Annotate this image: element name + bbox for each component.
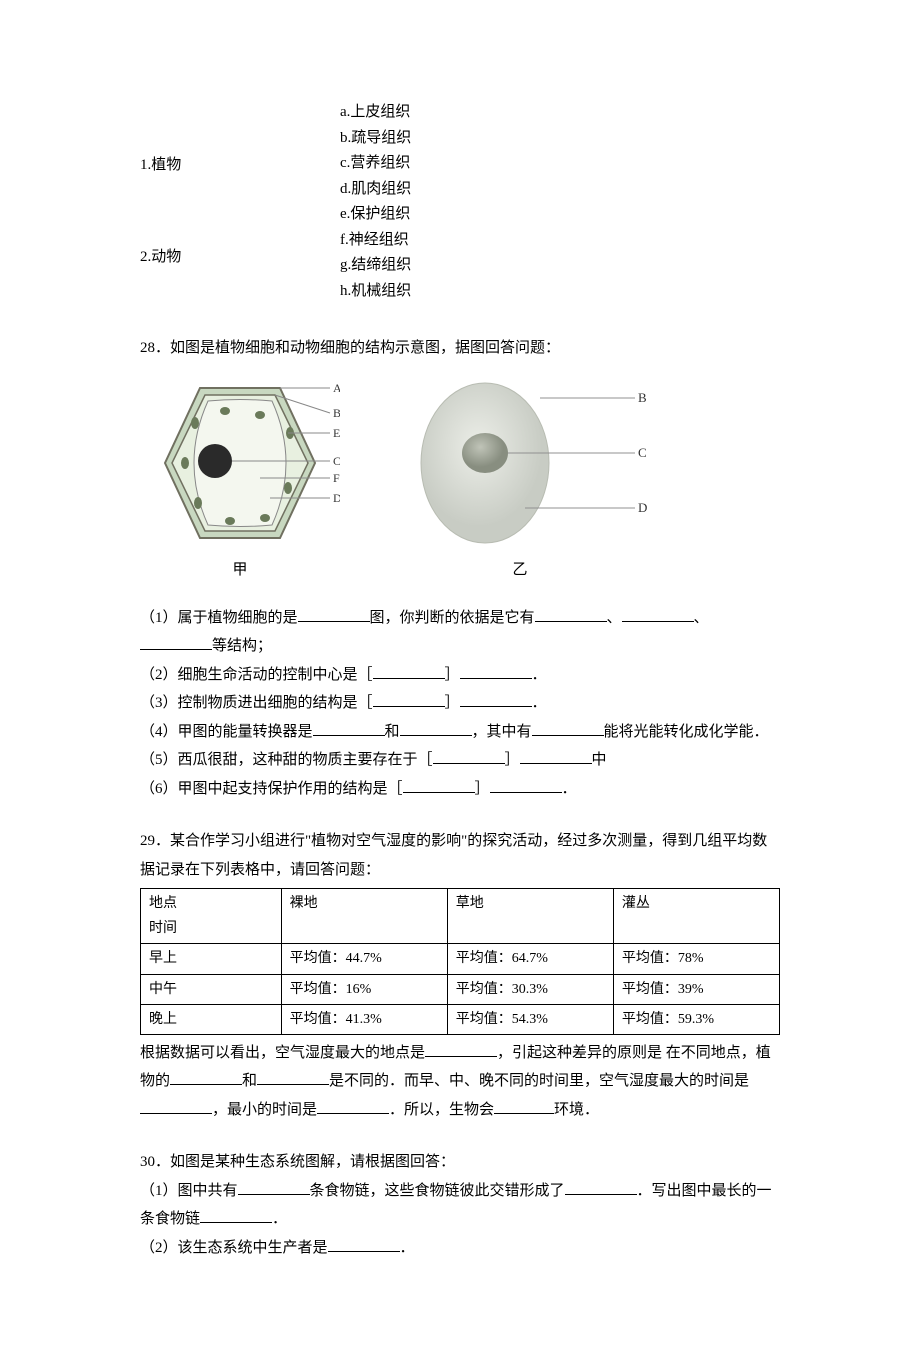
q30-sub1: （1）图中共有条食物链，这些食物链彼此交错形成了．写出图中最长的一条食物链． xyxy=(140,1177,780,1234)
question-28: 28．如图是植物细胞和动物细胞的结构示意图，据图回答问题： A xyxy=(140,334,780,803)
matching-right-item: a.上皮组织 xyxy=(340,100,411,126)
plant-cell-svg: A B E C F D xyxy=(140,373,340,553)
animal-cell-svg: B C D xyxy=(390,373,650,553)
svg-text:B: B xyxy=(638,390,647,405)
matching-right-item: b.疏导组织 xyxy=(340,126,411,152)
q28-sub1: （1）属于植物细胞的是图，你判断的依据是它有、、 等结构； xyxy=(140,604,780,661)
blank[interactable] xyxy=(425,1040,497,1057)
svg-text:C: C xyxy=(333,454,340,468)
cell-diagrams: A B E C F D 甲 xyxy=(140,373,780,584)
matching-left-column: 1.植物 2.动物 xyxy=(140,100,340,304)
blank[interactable] xyxy=(257,1069,329,1086)
matching-question: 1.植物 2.动物 a.上皮组织 b.疏导组织 c.营养组织 d.肌肉组织 e.… xyxy=(140,100,780,304)
blank[interactable] xyxy=(520,748,592,765)
svg-text:F: F xyxy=(333,471,340,485)
blank[interactable] xyxy=(622,605,694,622)
table-cell: 平均值：78% xyxy=(613,944,779,974)
blank[interactable] xyxy=(490,776,562,793)
q28-stem: 28．如图是植物细胞和动物细胞的结构示意图，据图回答问题： xyxy=(140,334,780,363)
table-header-cell: 裸地 xyxy=(281,889,447,944)
q28-sub5: （5）西瓜很甜，这种甜的物质主要存在于［］中 xyxy=(140,746,780,775)
blank[interactable] xyxy=(565,1178,637,1195)
svg-text:D: D xyxy=(333,491,340,505)
table-cell: 晚上 xyxy=(141,1004,282,1034)
blank[interactable] xyxy=(460,691,532,708)
blank[interactable] xyxy=(317,1097,389,1114)
q29-stem: 29．某合作学习小组进行"植物对空气湿度的影响"的探究活动，经过多次测量，得到几… xyxy=(140,827,780,884)
blank[interactable] xyxy=(433,748,505,765)
blank[interactable] xyxy=(313,719,385,736)
matching-right-item: c.营养组织 xyxy=(340,151,411,177)
svg-text:C: C xyxy=(638,445,647,460)
table-row: 晚上 平均值：41.3% 平均值：54.3% 平均值：59.3% xyxy=(141,1004,780,1034)
table-cell: 平均值：59.3% xyxy=(613,1004,779,1034)
blank[interactable] xyxy=(170,1069,242,1086)
blank[interactable] xyxy=(200,1207,272,1224)
blank[interactable] xyxy=(298,605,370,622)
table-header-row: 地点 时间 裸地 草地 灌丛 xyxy=(141,889,780,944)
table-cell: 平均值：30.3% xyxy=(447,974,613,1004)
question-30: 30．如图是某种生态系统图解，请根据图回答： （1）图中共有条食物链，这些食物链… xyxy=(140,1148,780,1262)
match-num: 1. xyxy=(140,157,151,173)
blank[interactable] xyxy=(140,1097,212,1114)
blank[interactable] xyxy=(460,662,532,679)
table-cell: 平均值：54.3% xyxy=(447,1004,613,1034)
q29-tail: 根据数据可以看出，空气湿度最大的地点是，引起这种差异的原则是 在不同地点，植物的… xyxy=(140,1039,780,1125)
matching-left-item: 1.植物 xyxy=(140,153,340,179)
blank[interactable] xyxy=(403,776,475,793)
blank[interactable] xyxy=(238,1178,310,1195)
q28-sub6: （6）甲图中起支持保护作用的结构是［］． xyxy=(140,775,780,804)
animal-cell-diagram: B C D 乙 xyxy=(390,373,650,584)
blank[interactable] xyxy=(373,662,445,679)
blank[interactable] xyxy=(535,605,607,622)
diagram-label-jia: 甲 xyxy=(232,557,247,584)
matching-left-item: 2.动物 xyxy=(140,245,340,271)
table-cell: 平均值：44.7% xyxy=(281,944,447,974)
diagram-label-yi: 乙 xyxy=(512,557,527,584)
blank[interactable] xyxy=(532,719,604,736)
blank[interactable] xyxy=(328,1235,400,1252)
q28-sub4: （4）甲图的能量转换器是和，其中有能将光能转化成化学能． xyxy=(140,718,780,747)
table-cell: 平均值：16% xyxy=(281,974,447,1004)
table-cell: 平均值：39% xyxy=(613,974,779,1004)
match-label: 动物 xyxy=(151,249,181,265)
q-number: 28． xyxy=(140,340,170,356)
table-cell: 中午 xyxy=(141,974,282,1004)
matching-right-item: h.机械组织 xyxy=(340,279,411,305)
table-cell: 平均值：41.3% xyxy=(281,1004,447,1034)
table-header-cell: 地点 时间 xyxy=(141,889,282,944)
q-number: 30． xyxy=(140,1154,170,1170)
matching-right-column: a.上皮组织 b.疏导组织 c.营养组织 d.肌肉组织 e.保护组织 f.神经组… xyxy=(340,100,411,304)
humidity-table: 地点 时间 裸地 草地 灌丛 早上 平均值：44.7% 平均值：64.7% 平均… xyxy=(140,888,780,1035)
svg-text:A: A xyxy=(333,381,340,395)
svg-text:E: E xyxy=(333,426,340,440)
blank[interactable] xyxy=(373,691,445,708)
matching-right-item: d.肌肉组织 xyxy=(340,177,411,203)
q30-sub2: （2）该生态系统中生产者是． xyxy=(140,1234,780,1263)
blank[interactable] xyxy=(140,634,212,651)
match-label: 植物 xyxy=(151,157,181,173)
svg-text:B: B xyxy=(333,406,340,420)
q28-sub3: （3）控制物质进出细胞的结构是［］． xyxy=(140,689,780,718)
q28-sub2: （2）细胞生命活动的控制中心是［］． xyxy=(140,661,780,690)
blank[interactable] xyxy=(494,1097,554,1114)
table-cell: 早上 xyxy=(141,944,282,974)
table-row: 中午 平均值：16% 平均值：30.3% 平均值：39% xyxy=(141,974,780,1004)
svg-text:D: D xyxy=(638,500,647,515)
q-number: 29． xyxy=(140,833,170,849)
question-29: 29．某合作学习小组进行"植物对空气湿度的影响"的探究活动，经过多次测量，得到几… xyxy=(140,827,780,1124)
table-cell: 平均值：64.7% xyxy=(447,944,613,974)
matching-right-item: e.保护组织 xyxy=(340,202,411,228)
q30-stem: 30．如图是某种生态系统图解，请根据图回答： xyxy=(140,1148,780,1177)
matching-right-item: f.神经组织 xyxy=(340,228,411,254)
match-num: 2. xyxy=(140,249,151,265)
blank[interactable] xyxy=(400,719,472,736)
table-header-cell: 灌丛 xyxy=(613,889,779,944)
table-header-cell: 草地 xyxy=(447,889,613,944)
plant-cell-diagram: A B E C F D 甲 xyxy=(140,373,340,584)
table-row: 早上 平均值：44.7% 平均值：64.7% 平均值：78% xyxy=(141,944,780,974)
matching-right-item: g.结缔组织 xyxy=(340,253,411,279)
